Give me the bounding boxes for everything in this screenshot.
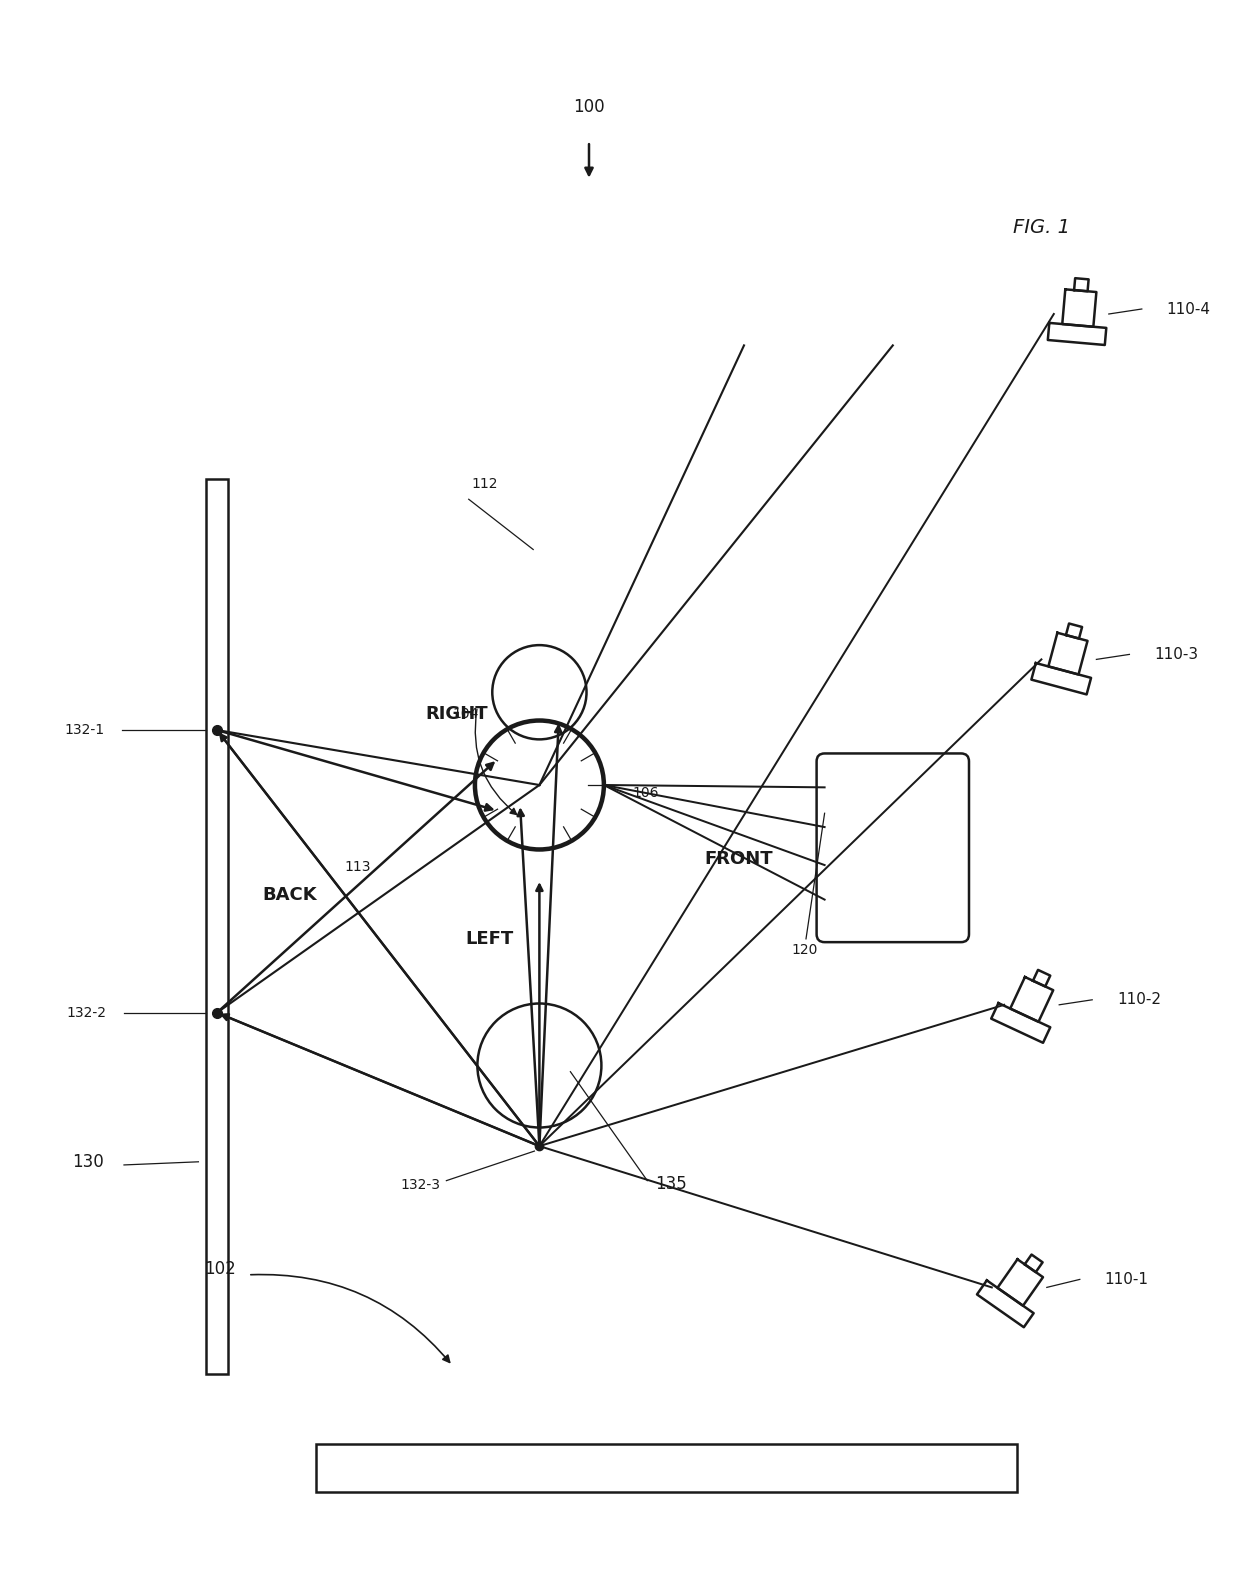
- Bar: [316, 1444, 1017, 1492]
- Text: 132-1: 132-1: [64, 724, 104, 736]
- Text: 102: 102: [205, 1259, 237, 1278]
- Text: 120: 120: [791, 944, 817, 956]
- Text: 130: 130: [72, 1152, 104, 1171]
- Text: FRONT: FRONT: [704, 849, 774, 868]
- Text: 113: 113: [345, 860, 371, 873]
- Bar: [206, 479, 228, 1374]
- Text: RIGHT: RIGHT: [425, 705, 487, 724]
- Text: BACK: BACK: [263, 885, 317, 904]
- Text: LEFT: LEFT: [466, 929, 513, 948]
- Text: 110-3: 110-3: [1154, 647, 1199, 663]
- FancyBboxPatch shape: [817, 754, 968, 942]
- Text: FIG. 1: FIG. 1: [1013, 218, 1070, 237]
- Text: 110-4: 110-4: [1167, 301, 1210, 317]
- Text: 104: 104: [453, 708, 479, 721]
- Text: 110-1: 110-1: [1105, 1272, 1148, 1287]
- Text: 135: 135: [655, 1174, 687, 1193]
- Text: 106: 106: [632, 787, 658, 799]
- Text: 132-3: 132-3: [401, 1179, 440, 1192]
- Text: 132-2: 132-2: [67, 1006, 107, 1019]
- Text: 110-2: 110-2: [1117, 992, 1161, 1008]
- Text: 100: 100: [573, 97, 605, 116]
- Text: 112: 112: [471, 477, 497, 490]
